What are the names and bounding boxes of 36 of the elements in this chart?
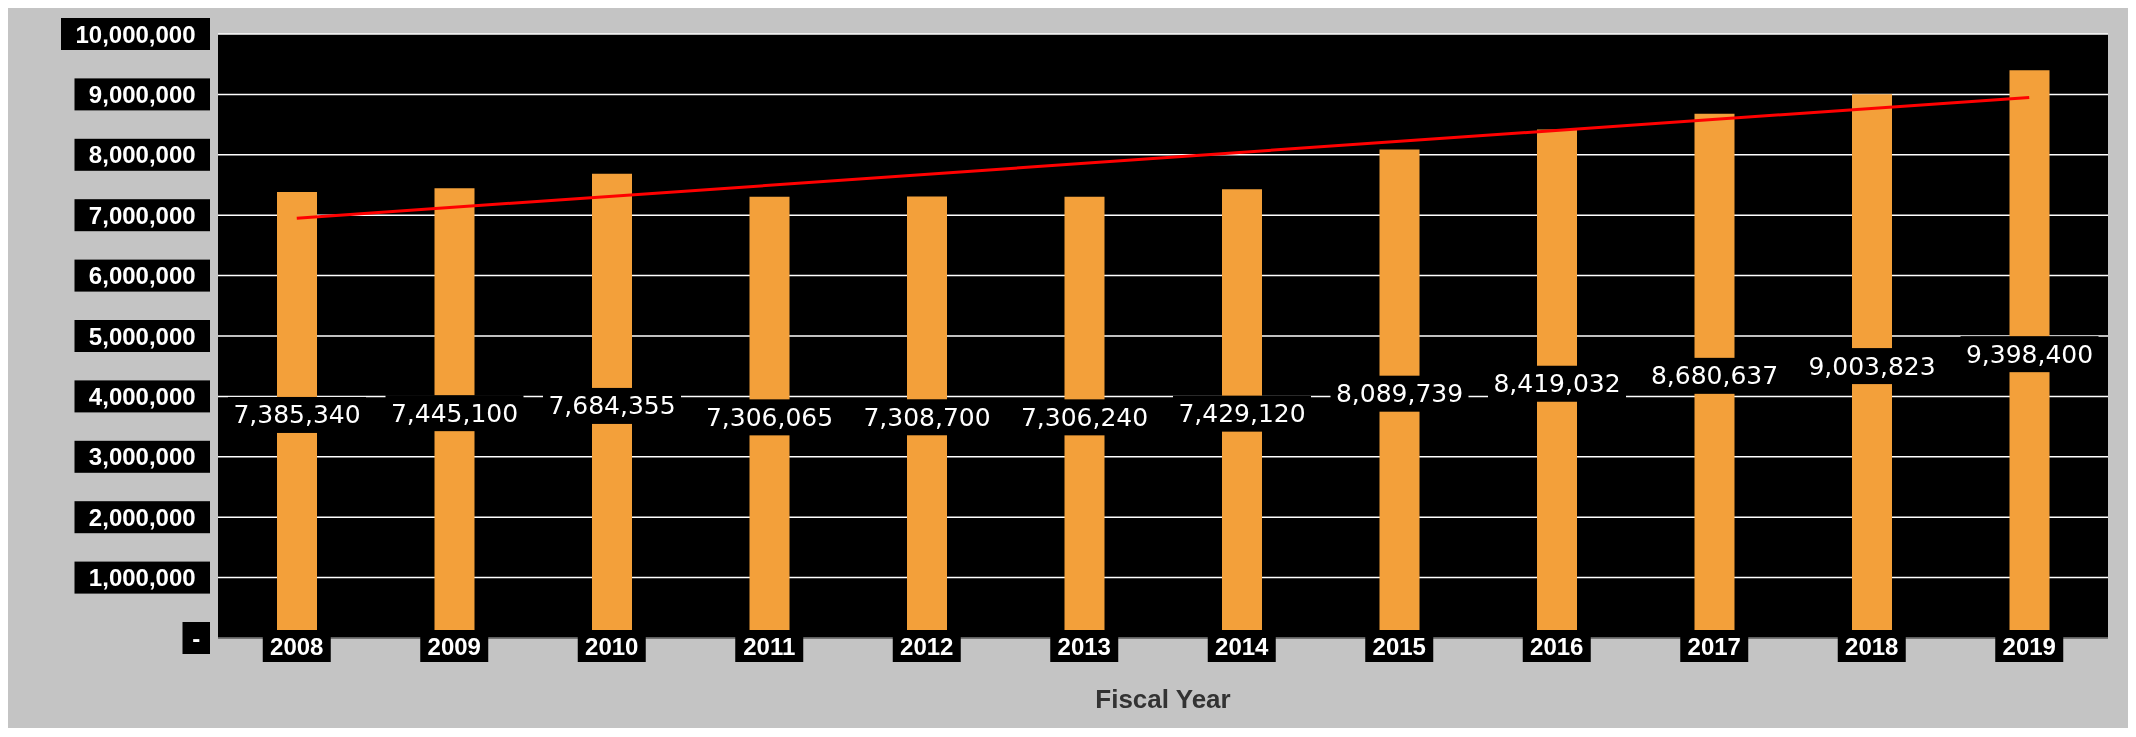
data-label: 7,385,340 [233,400,361,430]
data-label: 9,398,400 [1965,339,2094,369]
y-tick-label: - [192,624,201,652]
data-label: 7,684,355 [548,391,676,421]
data-label: 9,003,823 [1808,351,1936,381]
y-tick-label: 1,000,000 [88,564,196,592]
x-tick-label: 2010 [585,632,639,660]
y-tick-label: 3,000,000 [88,443,196,471]
x-tick-label: 2012 [900,632,954,660]
y-tick-label: 8,000,000 [88,141,196,169]
x-tick-label: 2014 [1215,632,1270,660]
x-tick-label: 2008 [270,632,324,660]
data-label: 8,680,637 [1650,361,1779,391]
x-tick-label: 2017 [1687,632,1741,660]
data-label: 7,429,120 [1178,399,1306,429]
data-label: 7,306,240 [1020,402,1149,432]
data-label: 7,308,700 [863,402,991,432]
data-label: 7,306,065 [705,402,834,432]
x-tick-label: 2015 [1372,632,1426,660]
x-tick-label: 2013 [1057,632,1111,660]
y-tick-label: 2,000,000 [88,503,196,531]
y-tick-label: 10,000,000 [75,20,196,48]
y-tick-label: 9,000,000 [88,80,196,108]
data-label: 8,419,032 [1493,369,1621,399]
y-tick-label: 4,000,000 [88,382,196,410]
x-tick-label: 2016 [1530,632,1584,660]
y-tick-label: 5,000,000 [88,322,196,350]
x-tick-label: 2009 [427,632,481,660]
y-tick-label: 6,000,000 [88,262,196,290]
x-axis-title: Fiscal Year [1095,684,1231,714]
data-label: 8,089,739 [1335,379,1464,409]
y-tick-label: 7,000,000 [88,201,196,229]
x-tick-label: 2011 [743,632,796,660]
x-tick-label: 2018 [1845,632,1899,660]
x-tick-label: 2019 [2002,632,2056,660]
data-label: 7,445,100 [390,398,519,428]
